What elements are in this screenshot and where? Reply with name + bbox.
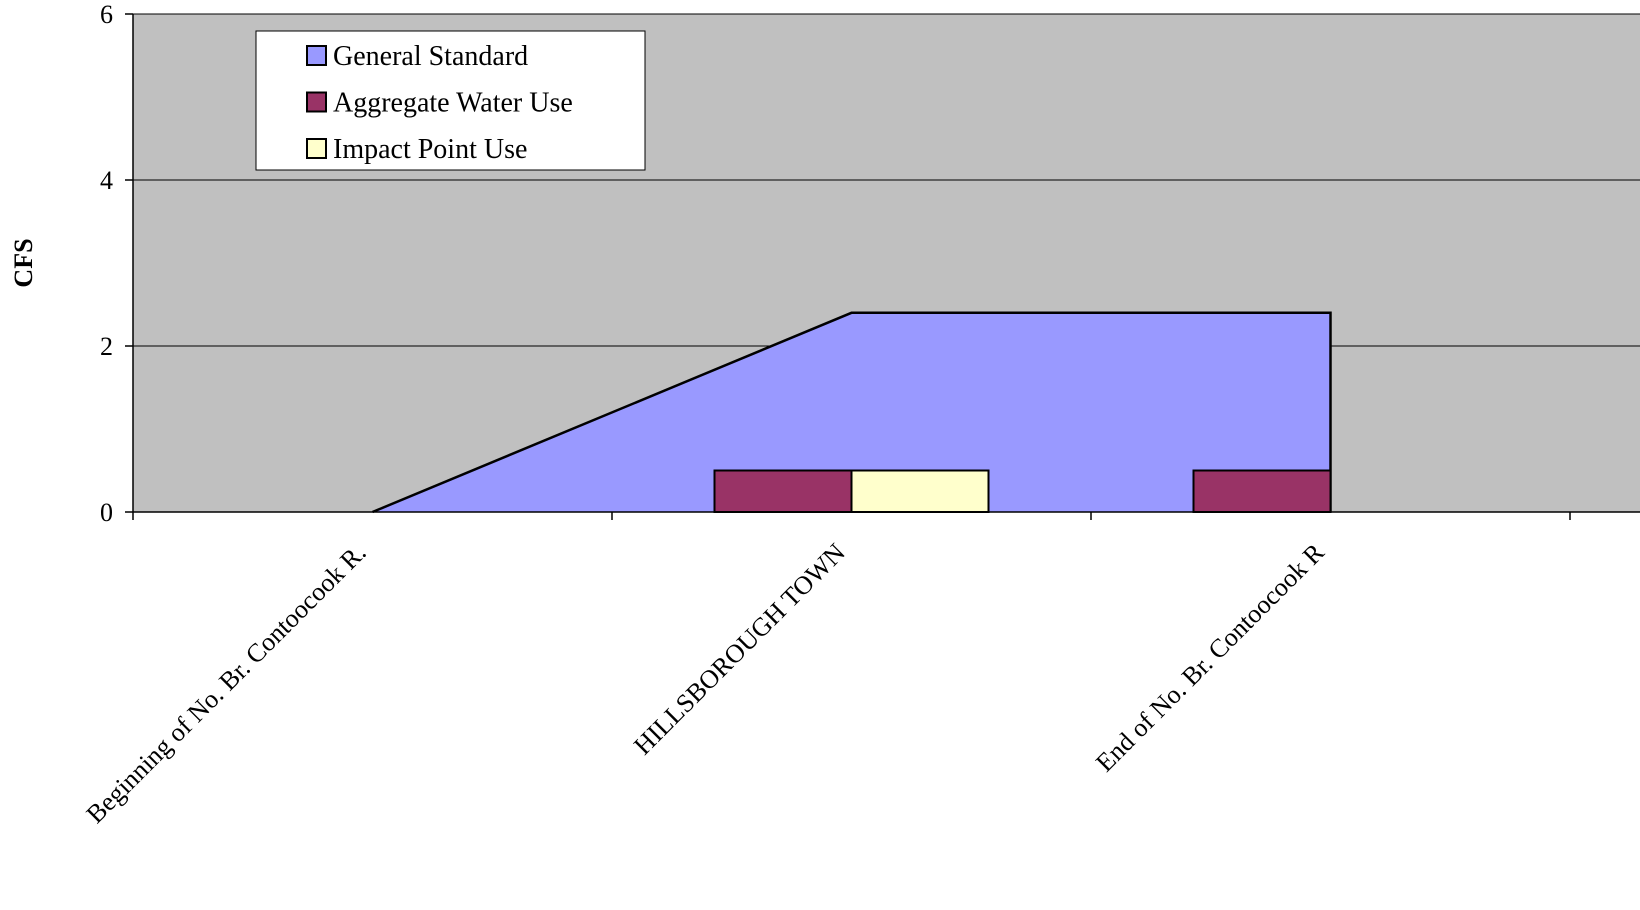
axes xyxy=(125,13,1640,520)
x-tick-label-2: End of No. Br. Contoocook R xyxy=(1090,537,1330,777)
legend-swatch-impact-point-use xyxy=(306,138,327,159)
area-fill-general-standard xyxy=(372,312,1331,512)
y-tick-label-0: 0 xyxy=(100,498,113,527)
legend-label-impact-point-use: Impact Point Use xyxy=(333,134,527,165)
area-outline-general-standard xyxy=(372,311,1332,514)
bar-aggregate-water-use-0 xyxy=(713,469,853,513)
y-tick-label-1: 2 xyxy=(100,332,113,361)
legend-label-general-standard: General Standard xyxy=(333,41,528,72)
x-tick-labels: Beginning of No. Br. Contoocook R. HILLSB… xyxy=(81,537,1331,829)
legend-label-aggregate-water-use: Aggregate Water Use xyxy=(333,88,573,119)
y-axis-label: CFS xyxy=(9,238,38,287)
legend-swatch-general-standard xyxy=(306,45,327,66)
bar-aggregate-water-use-1 xyxy=(1192,469,1332,513)
x-tick-label-1: HILLSBOROUGH TOWN xyxy=(628,538,851,761)
y-tick-labels: 0 2 4 6 xyxy=(100,0,113,527)
series-area xyxy=(372,311,1332,514)
legend-swatch-aggregate-water-use xyxy=(306,91,327,113)
y-tick-label-3: 6 xyxy=(100,0,113,29)
y-tick-label-2: 4 xyxy=(100,166,113,195)
x-tick-label-0: Beginning of No. Br. Contoocook R. xyxy=(81,538,372,829)
legend: General Standard Aggregate Water Use Impac… xyxy=(255,30,646,171)
bar-impact-point-use-0 xyxy=(850,469,990,513)
